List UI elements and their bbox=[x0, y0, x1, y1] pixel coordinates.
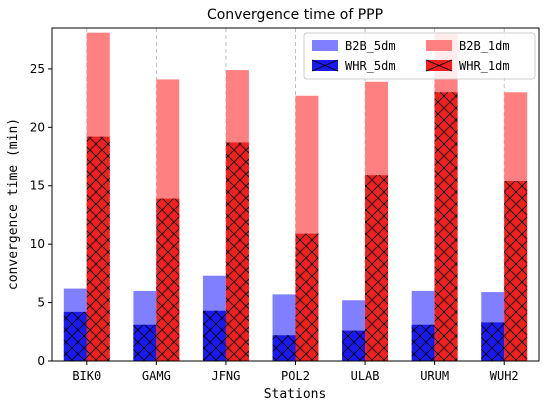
legend-label: B2B_1dm bbox=[459, 39, 510, 53]
y-tick-label: 25 bbox=[30, 62, 45, 76]
x-axis: BIK0 GAMG JFNG POL2 ULAB URUM WUH2 bbox=[72, 361, 519, 383]
legend-hatch bbox=[425, 59, 453, 72]
y-tick-label: 20 bbox=[30, 120, 45, 134]
legend-label: WHR_5dm bbox=[345, 59, 396, 73]
legend-box bbox=[303, 32, 536, 80]
legend-swatch bbox=[426, 40, 452, 51]
bar-hatch bbox=[272, 335, 296, 361]
x-tick-label: ULAB bbox=[351, 369, 380, 383]
x-tick-label: BIK0 bbox=[72, 369, 101, 383]
bar-hatch bbox=[202, 310, 226, 361]
bar-hatch bbox=[156, 198, 180, 361]
bars bbox=[63, 32, 528, 362]
y-tick-label: 10 bbox=[30, 237, 45, 251]
bar-hatch bbox=[63, 311, 87, 361]
y-tick-label: 15 bbox=[30, 179, 45, 193]
bar-hatch bbox=[434, 92, 458, 362]
x-axis-label: Stations bbox=[264, 387, 327, 402]
x-tick-label: JFNG bbox=[211, 369, 240, 383]
x-tick-label: GAMG bbox=[142, 369, 171, 383]
y-axis: 0 5 10 15 20 25 bbox=[30, 62, 52, 368]
bar-hatch bbox=[411, 324, 435, 361]
bar-hatch bbox=[225, 142, 249, 361]
legend-label: WHR_1dm bbox=[459, 59, 510, 73]
legend-swatch bbox=[312, 40, 338, 51]
y-tick-label: 5 bbox=[37, 296, 45, 310]
chart-title: Convergence time of PPP bbox=[207, 7, 383, 23]
legend-hatch bbox=[311, 59, 339, 72]
x-tick-label: POL2 bbox=[281, 369, 310, 383]
bar-hatch bbox=[481, 322, 505, 361]
x-tick-label: WUH2 bbox=[490, 369, 519, 383]
y-tick-label: 0 bbox=[37, 354, 45, 368]
bar-hatch bbox=[295, 233, 319, 361]
legend: B2B_5dm WHR_5dm B2B_1dm WHR_1dm bbox=[303, 32, 536, 80]
y-axis-label: convergence time (min) bbox=[6, 118, 21, 290]
bar-hatch bbox=[365, 175, 389, 361]
bar-hatch bbox=[342, 330, 366, 361]
bar-hatch bbox=[504, 181, 528, 361]
x-tick-label: URUM bbox=[420, 369, 449, 383]
legend-label: B2B_5dm bbox=[345, 39, 396, 53]
bar-hatch bbox=[133, 324, 157, 361]
bar-hatch bbox=[86, 136, 110, 361]
